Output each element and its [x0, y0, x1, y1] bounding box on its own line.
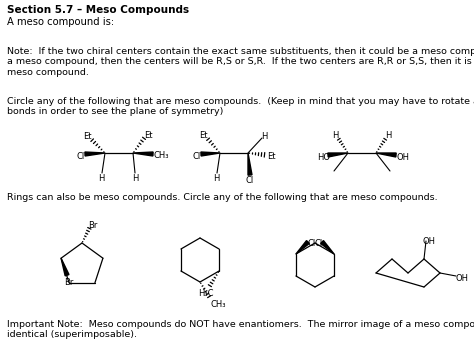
Text: Cl: Cl [246, 176, 254, 185]
Polygon shape [248, 153, 252, 175]
Text: H₃C: H₃C [198, 289, 214, 298]
Text: H: H [332, 131, 338, 140]
Text: H: H [213, 174, 219, 183]
Polygon shape [85, 152, 105, 156]
Polygon shape [133, 152, 153, 156]
Text: Circle any of the following that are meso compounds.  (Keep in mind that you may: Circle any of the following that are mes… [7, 97, 474, 116]
Text: CH₃: CH₃ [154, 151, 170, 160]
Text: HO: HO [317, 153, 330, 162]
Polygon shape [376, 153, 396, 157]
Text: A meso compound is:: A meso compound is: [7, 17, 114, 27]
Text: H: H [261, 132, 267, 141]
Text: Important Note:  Meso compounds do NOT have enantiomers.  The mirror image of a : Important Note: Meso compounds do NOT ha… [7, 320, 474, 339]
Text: Rings can also be meso compounds. Circle any of the following that are meso comp: Rings can also be meso compounds. Circle… [7, 193, 438, 202]
Polygon shape [61, 258, 69, 276]
Text: OH: OH [456, 274, 469, 283]
Text: Br: Br [64, 278, 73, 287]
Polygon shape [320, 240, 334, 254]
Polygon shape [328, 153, 348, 157]
Text: Br: Br [88, 221, 97, 230]
Text: H: H [385, 131, 392, 140]
Text: H: H [98, 174, 104, 183]
Text: Note:  If the two chiral centers contain the exact same substituents, then it co: Note: If the two chiral centers contain … [7, 47, 474, 77]
Text: Section 5.7 – Meso Compounds: Section 5.7 – Meso Compounds [7, 5, 189, 15]
Text: Cl: Cl [77, 152, 85, 161]
Text: OH: OH [397, 153, 410, 162]
Text: CH₃: CH₃ [211, 300, 227, 309]
Text: Cl: Cl [308, 239, 316, 248]
Text: Et: Et [199, 131, 208, 140]
Text: Et: Et [83, 132, 91, 141]
Text: Et: Et [144, 131, 153, 140]
Text: Et: Et [267, 152, 275, 161]
Polygon shape [201, 152, 220, 156]
Text: Cl: Cl [314, 239, 322, 248]
Text: OH: OH [423, 237, 436, 246]
Text: H: H [132, 174, 138, 183]
Polygon shape [296, 240, 310, 254]
Text: Cl: Cl [193, 152, 201, 161]
